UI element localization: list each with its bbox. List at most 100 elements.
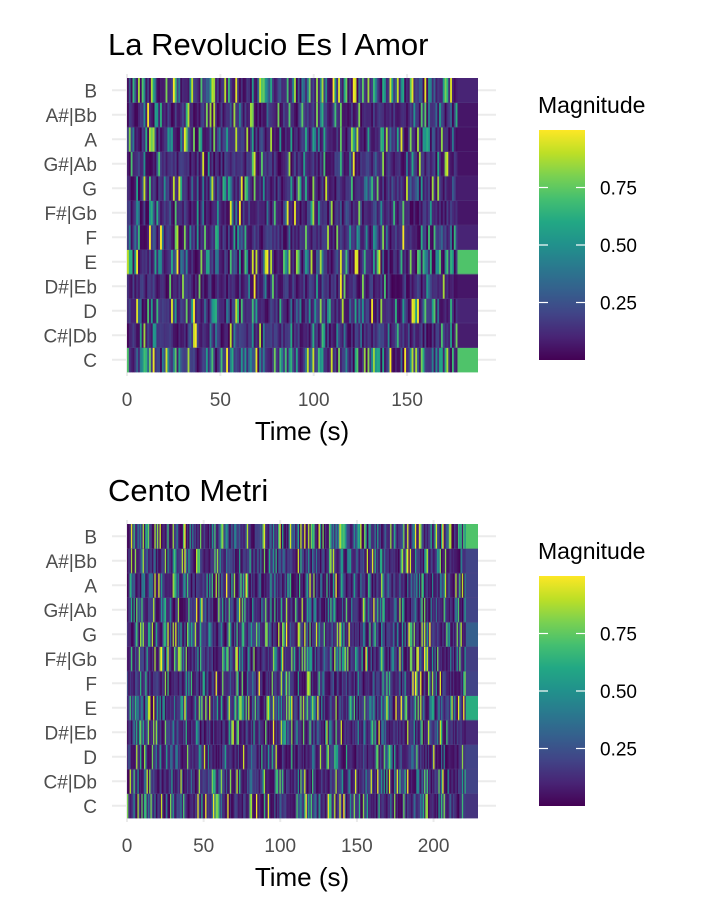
heatmap-cell [214,671,216,696]
heatmap-cell [371,127,374,152]
heatmap-cell [438,720,441,745]
heatmap-cell [370,671,373,696]
heatmap-cell [392,695,395,721]
heatmap-cell [451,78,455,103]
heatmap-cell [323,646,326,672]
heatmap-cell [308,176,311,201]
heatmap-cell [132,597,134,623]
heatmap-cell [297,225,300,250]
heatmap-cell [183,793,185,819]
heatmap-cell [354,151,357,177]
heatmap-cell [382,127,385,152]
heatmap-cell [375,622,378,647]
heatmap-cell [411,720,413,745]
heatmap-cell [290,176,293,201]
heatmap-cell [338,323,341,348]
heatmap-cell [239,769,241,794]
heatmap-cell [207,793,210,819]
heatmap-cell [235,793,237,819]
heatmap-cell [248,548,250,574]
heatmap-cell [314,249,317,275]
heatmap-cell [301,671,304,696]
heatmap-cell [335,597,338,623]
heatmap-cell [393,127,396,152]
heatmap-cell [323,274,326,299]
heatmap-cell [321,744,323,770]
heatmap-cell [451,274,455,299]
heatmap-cell [209,151,212,177]
heatmap-cell [226,298,229,324]
heatmap-cell [301,225,304,250]
heatmap-cell [128,622,130,647]
heatmap-cell [176,176,179,201]
heatmap-cell [229,622,232,647]
heatmap-cell [303,200,306,226]
heatmap-cell [376,127,379,152]
heatmap-cell [420,695,422,721]
heatmap-cell [317,274,321,299]
heatmap-cell [227,249,231,275]
heatmap-cell [179,622,181,647]
heatmap-cell [128,249,132,275]
heatmap-cell [275,597,278,623]
heatmap-cell [289,646,292,672]
heatmap-cell [162,769,164,794]
heatmap-cell [255,176,258,201]
heatmap-cell [354,298,357,324]
heatmap-cell [308,200,311,226]
heatmap-cell [292,347,295,373]
heatmap-cell [367,102,370,128]
heatmap-cell [305,127,308,152]
heatmap-cell [339,793,342,819]
heatmap-cell [205,548,207,574]
heatmap-cell [204,323,207,348]
heatmap-cell [352,200,356,226]
heatmap-cell [245,573,248,598]
heatmap-cell [431,347,434,373]
heatmap-cell [364,646,366,672]
heatmap-cell [340,646,343,672]
heatmap-cell [153,573,155,598]
heatmap-cell [308,573,310,598]
heatmap-cell [136,793,138,819]
heatmap-cell [180,323,183,348]
heatmap-cell [447,597,450,623]
heatmap-cell [159,695,162,721]
heatmap-cell [327,127,330,152]
heatmap-cell [205,151,209,177]
heatmap-cell [394,622,396,647]
heatmap-cell [427,769,430,794]
heatmap-cell [250,793,253,819]
y-tick-label: F [85,228,97,249]
heatmap-cell [147,548,150,574]
heatmap-cell [408,720,411,745]
heatmap-cell [433,573,435,598]
heatmap-cell [455,151,458,177]
heatmap-cell [305,176,308,201]
heatmap-cell [382,573,385,598]
heatmap-cell [222,622,224,647]
heatmap-cell [253,646,256,672]
heatmap-cell [409,671,412,696]
heatmap-cell [220,695,223,721]
heatmap-cell [172,695,175,721]
heatmap-cell [149,323,152,348]
heatmap-cell [336,646,339,672]
heatmap-cell [245,646,248,672]
heatmap-cell [356,323,359,348]
heatmap-cell [288,151,291,177]
heatmap-cell [261,548,263,574]
heatmap-cell [396,573,399,598]
chart-panel-1: La Revolucio Es l Amor CC#|DbDD#|EbEFF#|… [43,27,645,446]
heatmap-cell [130,671,133,696]
heatmap-cell [340,720,343,745]
heatmap-cell [397,695,400,721]
heatmap-cell [202,274,205,299]
heatmap-cell [438,646,441,672]
heatmap-cell [166,573,168,598]
heatmap-cell [267,622,270,647]
heatmap-cell [281,127,284,152]
heatmap-cell [382,347,385,373]
heatmap-cell [145,78,148,103]
heatmap-cell [224,347,227,373]
